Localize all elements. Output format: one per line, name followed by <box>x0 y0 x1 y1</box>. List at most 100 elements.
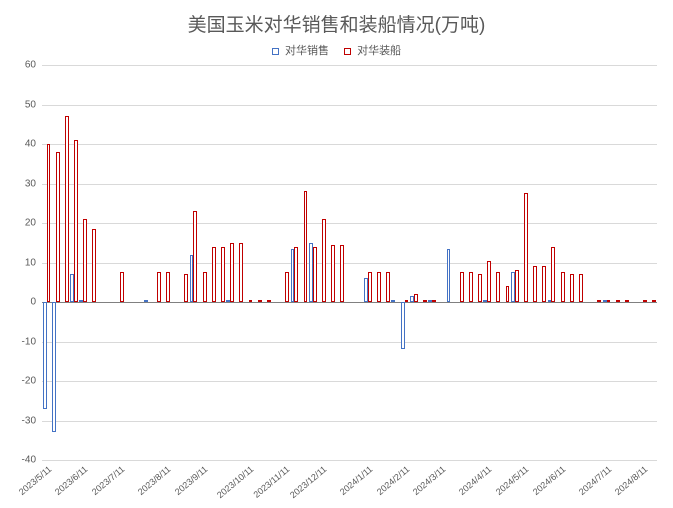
bar-ship <box>322 219 326 302</box>
chart-legend: 对华销售 对华装船 <box>0 42 673 58</box>
bar-ship <box>294 247 298 302</box>
legend-item-ship: 对华装船 <box>344 42 401 58</box>
x-axis-label: 2023/5/11 <box>16 464 53 497</box>
bar-ship <box>285 272 289 302</box>
legend-swatch-ship <box>344 48 351 55</box>
bar-ship <box>570 274 574 302</box>
bar-ship <box>340 245 344 302</box>
gridline <box>42 342 657 343</box>
bar-ship <box>184 274 188 302</box>
bar-ship <box>221 247 225 302</box>
bar-ship <box>515 270 519 302</box>
x-axis-label: 2024/8/11 <box>613 464 650 497</box>
plot-area: -40-30-20-1001020304050602023/5/112023/6… <box>42 65 657 460</box>
bar-ship <box>249 300 253 302</box>
x-axis-label: 2023/11/11 <box>252 464 292 500</box>
y-axis-label: 0 <box>30 297 36 308</box>
bar-ship <box>506 286 510 302</box>
y-axis-label: 30 <box>25 178 36 189</box>
bar-ship <box>551 247 555 302</box>
bar-ship <box>460 272 464 302</box>
bar-ship <box>487 261 491 302</box>
x-axis-label: 2024/2/11 <box>374 464 411 497</box>
legend-label-ship: 对华装船 <box>357 45 401 57</box>
bar-ship <box>478 274 482 302</box>
y-axis-label: -40 <box>22 455 36 466</box>
gridline <box>42 381 657 382</box>
x-axis-label: 2023/6/11 <box>53 464 90 497</box>
legend-swatch-sales <box>272 48 279 55</box>
chart-title: 美国玉米对华销售和装船情况(万吨) <box>0 10 673 37</box>
gridline <box>42 144 657 145</box>
bar-ship <box>331 245 335 302</box>
y-axis-label: -20 <box>22 376 36 387</box>
bar-ship <box>607 300 611 302</box>
bar-ship <box>166 272 170 302</box>
bar-ship <box>83 219 87 302</box>
bar-ship <box>405 300 409 302</box>
x-axis-label: 2024/5/11 <box>494 464 531 497</box>
bar-ship <box>120 272 124 302</box>
y-axis-label: -10 <box>22 336 36 347</box>
gridline <box>42 105 657 106</box>
bar-sales <box>52 302 56 432</box>
bar-ship <box>92 229 96 302</box>
x-axis-label: 2023/8/11 <box>136 464 173 497</box>
x-axis-label: 2024/3/11 <box>411 464 448 497</box>
bar-ship <box>258 300 262 302</box>
y-axis-label: 50 <box>25 99 36 110</box>
bar-sales <box>391 300 395 302</box>
bar-ship <box>423 300 427 302</box>
bar-ship <box>157 272 161 302</box>
y-axis-label: -30 <box>22 415 36 426</box>
x-axis-label: 2023/7/11 <box>90 464 127 497</box>
bar-ship <box>386 272 390 302</box>
bar-ship <box>212 247 216 302</box>
x-axis-label: 2024/7/11 <box>576 464 613 497</box>
bar-ship <box>616 300 620 302</box>
x-axis-label: 2024/1/11 <box>338 464 375 497</box>
x-axis-line <box>42 302 657 303</box>
bar-sales <box>447 249 451 302</box>
bar-ship <box>496 272 500 302</box>
bar-ship <box>469 272 473 302</box>
legend-label-sales: 对华销售 <box>285 45 329 57</box>
x-axis-label: 2024/4/11 <box>457 464 494 497</box>
bar-ship <box>414 294 418 302</box>
bar-ship <box>368 272 372 302</box>
gridline <box>42 184 657 185</box>
bar-ship <box>643 300 647 302</box>
y-axis-label: 20 <box>25 218 36 229</box>
bar-ship <box>239 243 243 302</box>
bar-ship <box>524 193 528 302</box>
bar-ship <box>533 266 537 302</box>
x-axis-label: 2023/12/11 <box>288 464 328 500</box>
legend-item-sales: 对华销售 <box>272 42 329 58</box>
bar-ship <box>193 211 197 302</box>
bar-sales <box>144 300 148 302</box>
bar-ship <box>542 266 546 302</box>
x-axis-label: 2023/10/11 <box>215 464 255 500</box>
bar-ship <box>267 300 271 302</box>
bar-ship <box>432 300 436 302</box>
bar-ship <box>65 116 69 302</box>
gridline <box>42 421 657 422</box>
bar-ship <box>313 247 317 302</box>
bar-ship <box>652 300 656 302</box>
bar-ship <box>304 191 308 302</box>
gridline <box>42 460 657 461</box>
bar-ship <box>579 274 583 302</box>
chart-container: 美国玉米对华销售和装船情况(万吨) 对华销售 对华装船 -40-30-20-10… <box>0 0 673 508</box>
bar-ship <box>625 300 629 302</box>
x-axis-label: 2024/6/11 <box>530 464 567 497</box>
bar-ship <box>561 272 565 302</box>
bar-sales <box>43 302 47 409</box>
y-axis-label: 40 <box>25 139 36 150</box>
gridline <box>42 223 657 224</box>
bar-ship <box>377 272 381 302</box>
bar-ship <box>230 243 234 302</box>
bar-ship <box>597 300 601 302</box>
gridline <box>42 263 657 264</box>
x-axis-label: 2023/9/11 <box>172 464 209 497</box>
bar-ship <box>47 144 51 302</box>
